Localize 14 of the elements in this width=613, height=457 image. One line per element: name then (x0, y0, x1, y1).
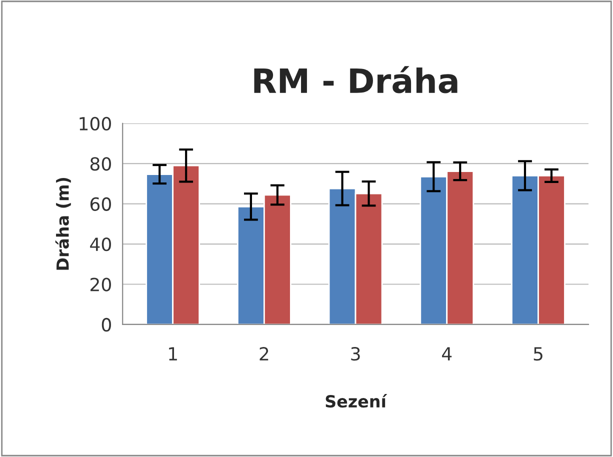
x-axis-title: Sezení (326, 394, 388, 408)
x-tick-label: 5 (534, 347, 542, 361)
y-tick-label: 20 (90, 278, 111, 292)
x-tick-label: 2 (260, 347, 268, 360)
chart-title: RM - Dráha (254, 66, 458, 94)
x-tick-label: 4 (442, 347, 452, 360)
y-tick-label: 80 (90, 157, 111, 171)
y-tick-label: 100 (80, 116, 111, 131)
y-tick-label: 40 (90, 237, 111, 252)
y-tick-label: 0 (102, 318, 111, 332)
y-axis-title: Dráha (m) (55, 178, 71, 270)
y-tick-label: 60 (90, 197, 111, 211)
x-tick-label: 3 (351, 347, 360, 361)
x-tick-label: 1 (169, 347, 177, 360)
